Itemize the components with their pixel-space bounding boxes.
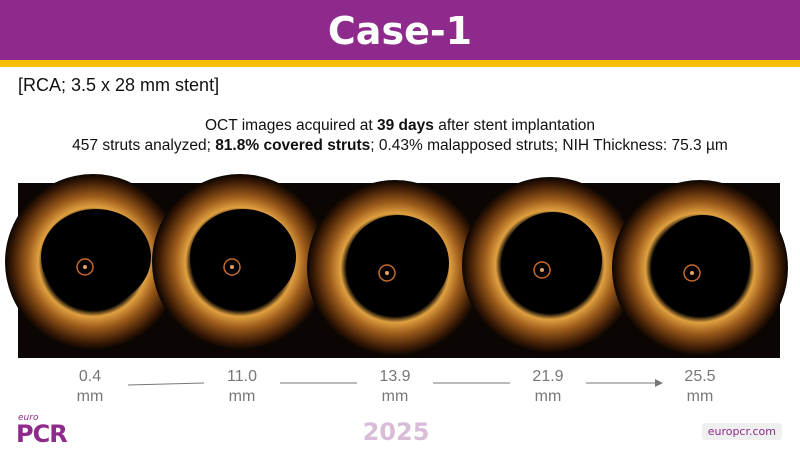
logo-text: euro (18, 413, 39, 423)
position-unit: mm (76, 388, 104, 405)
catheter (378, 264, 396, 282)
catheter (76, 258, 94, 276)
lumen (504, 212, 602, 308)
title: Case-1 (327, 9, 473, 53)
summary-line: OCT images acquired at 39 days after ste… (0, 117, 800, 135)
catheter-core (690, 271, 694, 275)
position-label: 13.9 mm (355, 367, 435, 407)
position-label: 0.4 mm (50, 367, 130, 407)
catheter (533, 261, 551, 279)
catheter-core (540, 268, 544, 272)
catheter-core (83, 265, 87, 269)
lumen (347, 215, 449, 311)
position-unit: mm (534, 388, 562, 405)
position-unit: mm (381, 388, 409, 405)
lumen (656, 215, 750, 311)
position-value: 0.4 (78, 368, 102, 385)
catheter-core (385, 271, 389, 275)
position-label: 25.5 mm (660, 367, 740, 407)
position-value: 11.0 (227, 368, 257, 385)
position-unit: mm (686, 388, 714, 405)
position-unit: mm (228, 388, 256, 405)
header-stripe (0, 60, 800, 67)
position-value: 25.5 (684, 368, 716, 385)
lumen (190, 209, 296, 305)
catheter (223, 258, 241, 276)
text: 457 struts analyzed; (72, 137, 216, 154)
header-band (0, 0, 800, 60)
logo: PCR (16, 420, 68, 448)
catheter (683, 264, 701, 282)
text: after stent implantation (433, 117, 596, 134)
position-label: 11.0 mm (202, 367, 282, 407)
year: 2025 (362, 418, 430, 446)
summary-line: 457 struts analyzed; 81.8% covered strut… (0, 137, 800, 155)
bold-text: 39 days (377, 117, 434, 134)
lumen (41, 209, 151, 305)
position-value: 21.9 (532, 368, 564, 385)
text: OCT images acquired at (204, 117, 377, 134)
website: europcr.com (701, 423, 782, 440)
position-label: 21.9 mm (508, 367, 588, 407)
text: ; 0.43% malapposed struts; NIH Thickness… (370, 137, 728, 154)
subtitle: [RCA; 3.5 x 28 mm stent] (18, 75, 220, 95)
catheter-core (230, 265, 234, 269)
bold-text: 81.8% covered struts (215, 137, 371, 154)
connector-arrow (127, 382, 205, 386)
position-value: 13.9 (379, 368, 411, 385)
